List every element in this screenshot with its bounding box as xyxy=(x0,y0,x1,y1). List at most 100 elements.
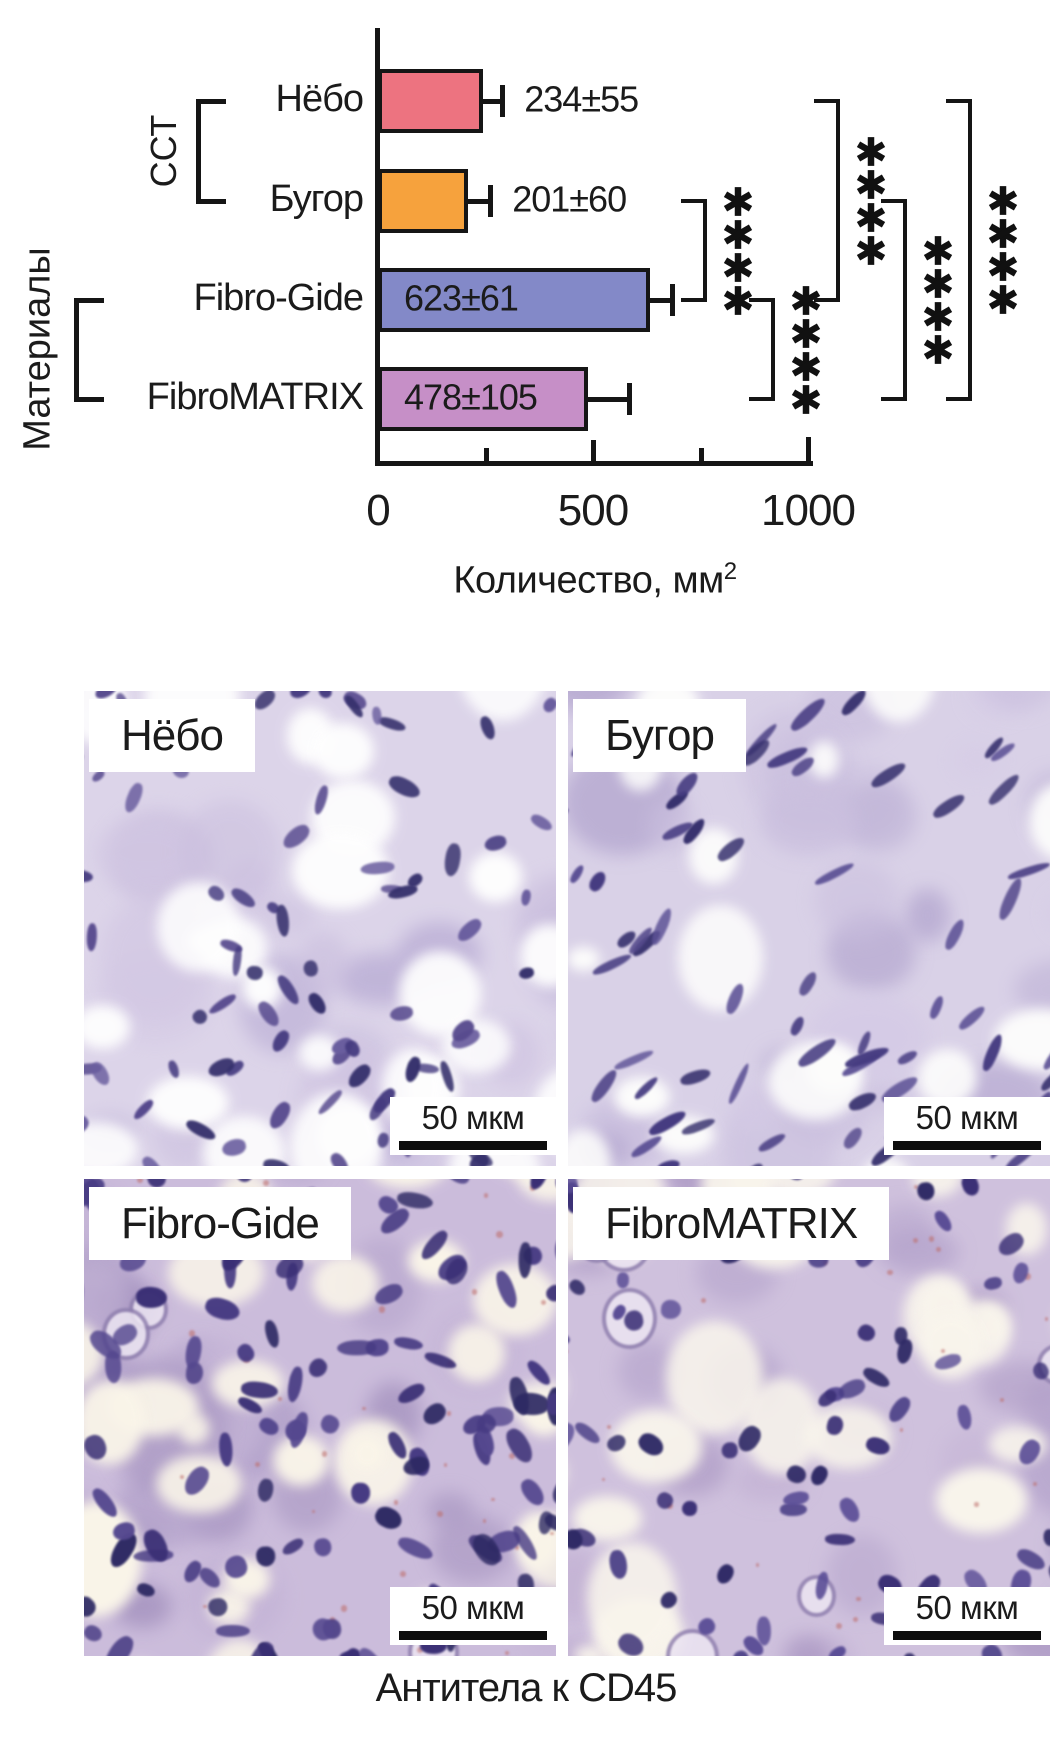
texture-blob xyxy=(446,1410,452,1416)
texture-blob xyxy=(84,1004,130,1049)
significance-stars xyxy=(791,285,821,414)
category-label: Бугор xyxy=(269,177,364,220)
texture-blob xyxy=(956,1004,988,1033)
texture-blob xyxy=(395,1533,436,1564)
texture-blob xyxy=(678,905,764,1012)
texture-blob xyxy=(157,882,241,973)
significance-bracket xyxy=(703,199,707,302)
texture-blob xyxy=(269,1179,328,1182)
texture-blob xyxy=(877,1228,960,1276)
texture-blob xyxy=(441,841,463,877)
texture-blob xyxy=(337,1339,377,1356)
texture-blob xyxy=(914,1184,919,1189)
texture-blob xyxy=(1024,1273,1031,1281)
panel-label: Бугор xyxy=(573,699,746,772)
panel-label: Fibro-Gide xyxy=(89,1187,351,1260)
error-bar xyxy=(645,298,675,303)
group-label: Материалы xyxy=(16,247,59,451)
texture-blob xyxy=(788,1013,807,1037)
texture-blob xyxy=(362,1407,366,1411)
significance-bracket-tick xyxy=(946,397,972,401)
texture-blob xyxy=(447,1323,506,1382)
significance-bracket-tick xyxy=(749,397,775,401)
texture-blob xyxy=(912,1237,919,1244)
texture-blob xyxy=(568,1276,588,1298)
texture-blob xyxy=(443,1463,448,1467)
texture-blob xyxy=(759,789,859,856)
texture-blob xyxy=(541,695,556,715)
texture-blob xyxy=(796,969,820,998)
scale-bar xyxy=(893,1631,1041,1640)
texture-blob xyxy=(572,1419,604,1447)
texture-blob xyxy=(287,691,315,702)
texture-blob xyxy=(928,1236,934,1242)
category-label: Fibro-Gide xyxy=(193,276,365,319)
texture-blob xyxy=(425,1491,474,1528)
group-label: ССТ xyxy=(143,114,184,188)
texture-blob xyxy=(540,1299,547,1306)
texture-blob xyxy=(84,747,86,770)
texture-blob xyxy=(304,1355,331,1382)
texture-blob xyxy=(272,1434,329,1486)
texture-blob xyxy=(188,1330,195,1337)
scale-bar-box: 50 мкм xyxy=(884,1587,1050,1645)
texture-blob xyxy=(84,1622,105,1646)
texture-blob xyxy=(887,1270,893,1276)
texture-blob xyxy=(546,1393,556,1416)
texture-blob xyxy=(549,1531,554,1536)
texture-blob xyxy=(85,922,98,952)
texture-blob xyxy=(469,852,523,903)
texture-blob xyxy=(121,780,147,815)
texture-blob xyxy=(416,1646,423,1653)
texture-blob xyxy=(574,1645,606,1656)
significance-bracket-tick xyxy=(749,298,775,302)
texture-blob xyxy=(613,1048,655,1073)
texture-blob xyxy=(606,1424,612,1430)
texture-blob xyxy=(393,1500,399,1505)
texture-blob xyxy=(491,1497,495,1502)
error-bar-cap xyxy=(670,284,676,316)
scale-bar-label: 50 мкм xyxy=(915,1589,1019,1626)
texture-blob xyxy=(755,1563,760,1568)
texture-blob xyxy=(88,1058,114,1088)
texture-blob xyxy=(419,1399,450,1429)
texture-blob xyxy=(517,1475,549,1510)
chart-bar xyxy=(378,169,469,233)
scale-bar-box: 50 мкм xyxy=(884,1097,1050,1155)
category-label: FibroMATRIX xyxy=(146,375,364,418)
texture-blob xyxy=(854,1321,878,1345)
value-label: 234±55 xyxy=(524,78,639,120)
texture-blob xyxy=(255,1545,276,1567)
texture-blob xyxy=(930,791,968,822)
texture-blob xyxy=(436,1511,443,1518)
texture-blob xyxy=(927,995,946,1021)
texture-blob xyxy=(356,1644,385,1656)
texture-blob xyxy=(601,1477,606,1482)
chart-bar xyxy=(378,69,483,133)
texture-blob xyxy=(648,906,675,947)
texture-blob xyxy=(316,691,335,701)
value-label: 201±60 xyxy=(512,178,627,220)
significance-bracket xyxy=(771,298,775,401)
scale-bar xyxy=(893,1141,1041,1150)
texture-blob xyxy=(659,1299,682,1321)
texture-blob xyxy=(136,1179,144,1183)
x-tick-label: 500 xyxy=(557,486,629,535)
texture-blob xyxy=(471,1289,478,1295)
texture-blob xyxy=(1047,889,1050,937)
micrograph-panel-fibromatrix: FibroMATRIX 50 мкм xyxy=(568,1179,1050,1656)
texture-blob xyxy=(277,1397,282,1402)
texture-blob xyxy=(311,1509,316,1514)
texture-blob xyxy=(919,1312,983,1380)
texture-blob xyxy=(166,1058,181,1079)
y-axis xyxy=(375,28,380,466)
scale-bar xyxy=(399,1141,547,1150)
texture-blob xyxy=(456,691,549,722)
texture-blob xyxy=(251,691,279,713)
texture-blob xyxy=(722,1441,739,1459)
error-bar-cap xyxy=(500,85,506,117)
texture-blob xyxy=(514,1544,520,1550)
texture-blob xyxy=(995,876,1025,922)
texture-blob xyxy=(254,1461,261,1468)
texture-blob xyxy=(482,1518,487,1523)
